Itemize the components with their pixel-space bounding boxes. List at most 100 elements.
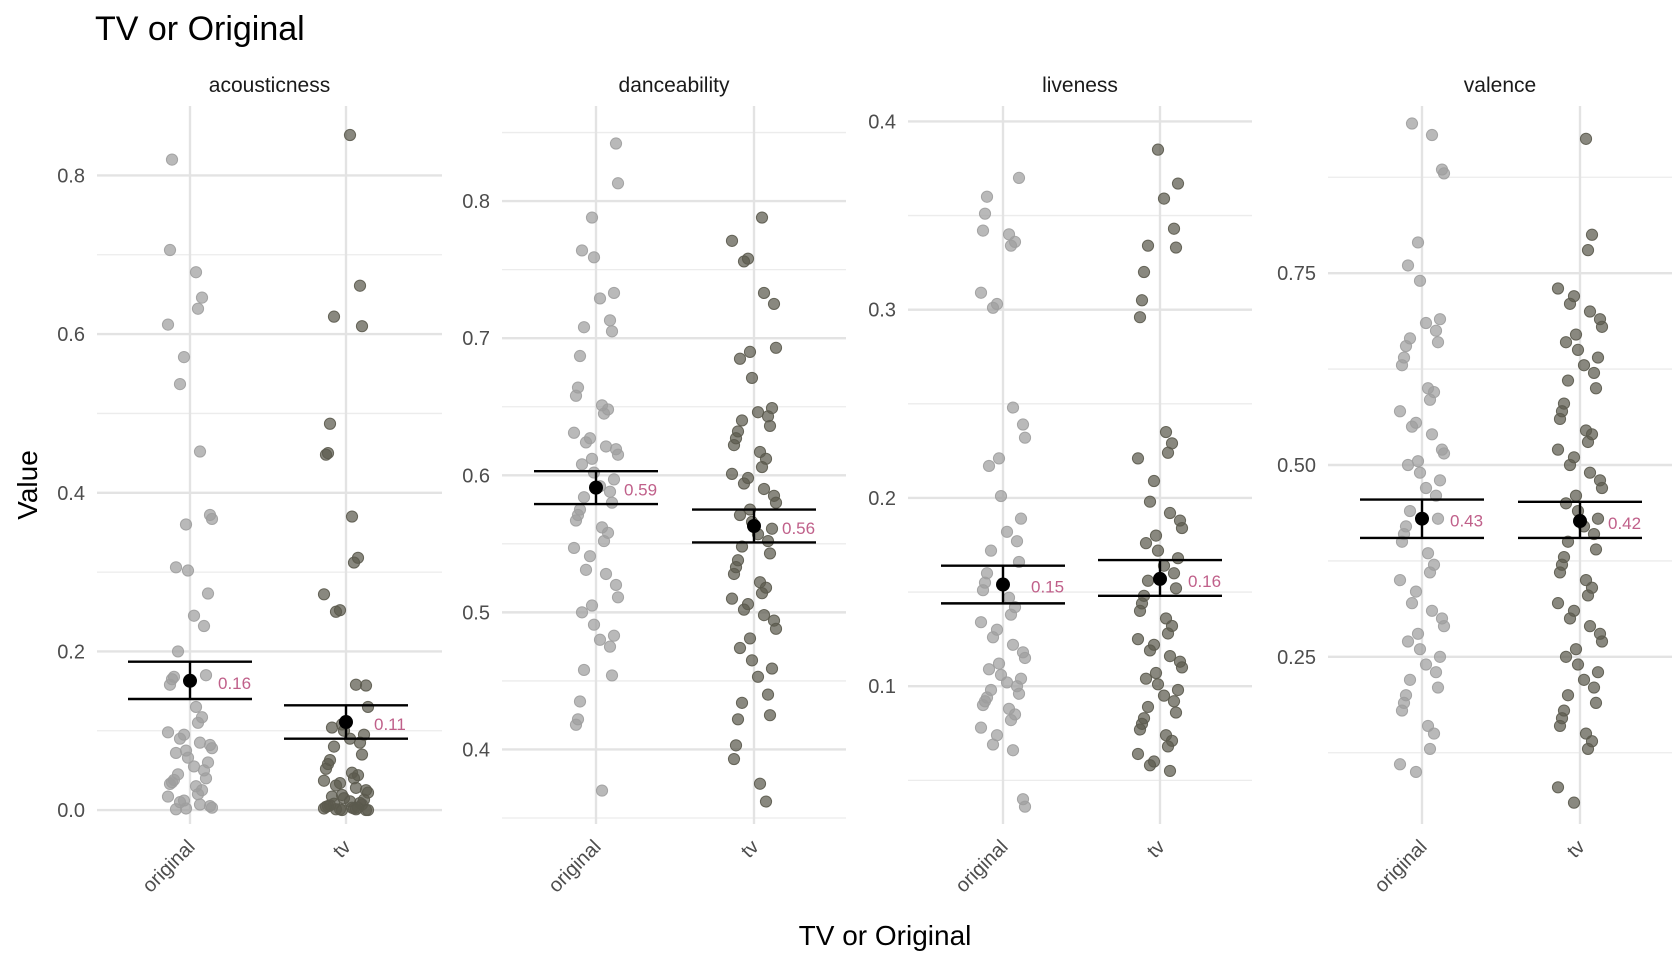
data-point	[725, 467, 739, 481]
data-point	[974, 286, 988, 299]
data-point	[325, 721, 339, 734]
data-point	[577, 321, 591, 334]
y-tick-label: 0.1	[868, 676, 896, 698]
data-point	[1161, 627, 1175, 640]
data-point	[599, 440, 613, 453]
points-original	[161, 153, 219, 816]
data-point	[1409, 765, 1423, 779]
data-point	[1399, 339, 1413, 353]
data-point	[727, 439, 741, 452]
data-point	[587, 251, 601, 264]
data-point	[187, 609, 201, 622]
data-point	[986, 301, 1000, 314]
data-point	[199, 669, 213, 682]
data-point	[349, 803, 363, 816]
data-point	[1000, 525, 1014, 538]
points-tv	[317, 128, 375, 817]
x-tick-label: original	[1370, 836, 1431, 897]
mean-point	[183, 673, 197, 688]
data-point	[173, 377, 187, 391]
data-point	[1559, 650, 1573, 663]
data-point	[1014, 512, 1028, 525]
data-point	[597, 534, 611, 548]
data-point	[1163, 764, 1177, 778]
data-point	[1431, 512, 1445, 525]
y-tick-label: 0.75	[1277, 263, 1316, 285]
data-point	[1423, 393, 1437, 406]
data-point	[974, 721, 988, 734]
data-point	[757, 609, 771, 622]
data-point	[605, 669, 619, 682]
data-point	[731, 713, 745, 726]
data-point	[361, 803, 375, 817]
data-point	[1135, 294, 1149, 307]
data-point	[1551, 282, 1565, 295]
data-point	[1012, 687, 1026, 700]
data-point	[163, 777, 177, 790]
data-point	[573, 349, 587, 363]
data-point	[1149, 666, 1163, 680]
data-point	[743, 632, 757, 645]
data-point	[1393, 405, 1407, 418]
data-point	[1563, 297, 1577, 310]
data-point	[327, 310, 341, 323]
data-point	[1167, 567, 1181, 580]
data-point	[745, 654, 759, 667]
data-point	[1553, 412, 1567, 426]
data-point	[189, 700, 203, 714]
data-point	[1413, 466, 1427, 479]
data-point	[974, 616, 988, 629]
data-point	[1171, 177, 1185, 190]
data-point	[735, 540, 749, 553]
x-tick-label: tv	[1563, 836, 1590, 863]
y-tick-label: 0.5	[462, 602, 490, 624]
data-point	[583, 550, 597, 563]
mean-value-label: 0.43	[1450, 512, 1483, 531]
data-point	[1581, 244, 1595, 257]
y-tick-label: 0.25	[1277, 647, 1316, 669]
data-point	[323, 417, 337, 430]
data-point	[609, 137, 623, 150]
data-point	[335, 803, 349, 817]
data-point	[1151, 544, 1165, 557]
data-point	[1583, 620, 1597, 633]
data-point	[755, 587, 769, 600]
mean-value-label: 0.16	[218, 674, 251, 693]
data-point	[761, 688, 775, 701]
data-point	[1571, 343, 1585, 356]
data-point	[1551, 597, 1565, 610]
data-point	[567, 426, 581, 439]
data-point	[1004, 239, 1018, 252]
data-point	[1395, 704, 1409, 717]
data-point	[585, 211, 599, 224]
data-point	[161, 318, 175, 331]
data-point	[763, 547, 777, 560]
data-point	[737, 603, 751, 616]
facet-strip-label: acousticness	[209, 74, 330, 97]
mean-value-label: 0.16	[1188, 572, 1221, 591]
data-point	[1553, 566, 1567, 579]
data-point	[1395, 359, 1409, 372]
data-point	[1591, 512, 1605, 525]
data-point	[605, 325, 619, 338]
data-point	[751, 670, 765, 683]
data-point	[169, 746, 183, 760]
data-point	[1143, 759, 1157, 772]
data-point	[1147, 474, 1161, 488]
data-point	[1581, 435, 1595, 449]
data-point	[171, 645, 185, 658]
data-point	[191, 788, 205, 801]
data-point	[735, 696, 749, 709]
x-axis-title: TV or Original	[799, 920, 972, 951]
data-point	[609, 578, 623, 592]
y-tick-label: 0.6	[57, 324, 85, 346]
x-tick-label: tv	[1143, 836, 1170, 863]
data-point	[1141, 574, 1155, 587]
data-point	[1561, 374, 1575, 387]
data-point	[1018, 800, 1032, 813]
data-point	[757, 482, 771, 496]
data-point	[1591, 351, 1605, 364]
y-tick-label: 0.3	[868, 300, 896, 322]
data-point	[1169, 582, 1183, 595]
data-point	[575, 244, 589, 257]
